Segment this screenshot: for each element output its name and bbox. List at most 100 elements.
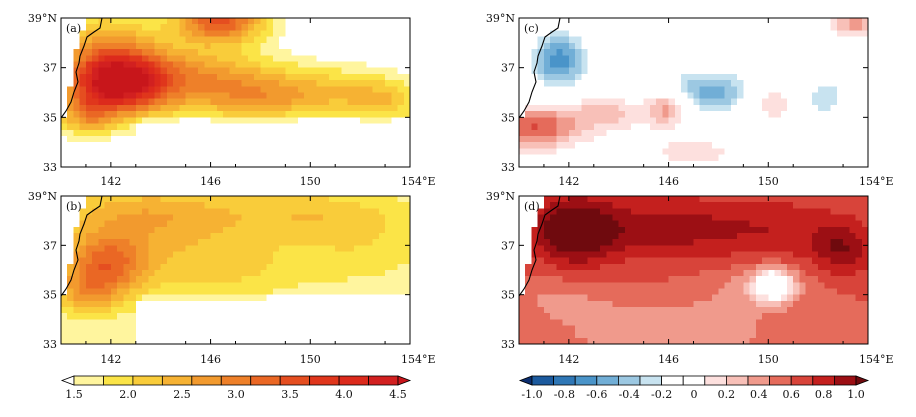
heatmap-cell [799, 288, 807, 296]
heatmap-cell [391, 98, 399, 106]
heatmap-cell [537, 123, 545, 131]
heatmap-cell [191, 288, 199, 296]
heatmap-cell [291, 263, 299, 271]
heatmap-cell [235, 239, 243, 246]
heatmap-cell [649, 282, 657, 290]
heatmap-cell [61, 196, 68, 203]
heatmap-cell [618, 135, 626, 143]
heatmap-cell [85, 288, 93, 296]
heatmap-cell [668, 92, 676, 100]
heatmap-cell [223, 220, 230, 228]
heatmap-cell [266, 251, 274, 259]
heatmap-cell [123, 202, 131, 209]
heatmap-cell [185, 111, 193, 118]
heatmap-cell [543, 160, 551, 167]
heatmap-cell [279, 49, 286, 56]
heatmap-cell [229, 257, 237, 265]
heatmap-cell [198, 92, 205, 100]
heatmap-cell [160, 300, 168, 308]
heatmap-cell [229, 80, 237, 87]
heatmap-cell [98, 30, 106, 38]
heatmap-cell [272, 61, 280, 69]
heatmap-cell [631, 86, 639, 94]
heatmap-cell [593, 104, 601, 112]
heatmap-cell [266, 319, 274, 327]
heatmap-cell [681, 208, 688, 216]
heatmap-cell [637, 67, 645, 75]
heatmap-cell [85, 208, 93, 216]
heatmap-cell [762, 196, 769, 203]
heatmap-cell [575, 148, 582, 156]
heatmap-cell [372, 42, 380, 50]
heatmap-cell [618, 55, 626, 63]
heatmap-cell [223, 313, 230, 320]
heatmap-cell [129, 294, 137, 302]
heatmap-cell [786, 208, 794, 216]
heatmap-cell [353, 257, 361, 265]
heatmap-cell [85, 129, 93, 137]
heatmap-cell [129, 214, 137, 222]
heatmap-cell [166, 319, 174, 327]
heatmap-cell [818, 196, 825, 203]
heatmap-cell [681, 282, 688, 290]
heatmap-cell [254, 49, 262, 56]
heatmap-cell [581, 154, 589, 162]
heatmap-cell [216, 123, 224, 131]
heatmap-cell [681, 67, 688, 75]
heatmap-cell [730, 111, 738, 118]
heatmap-cell [385, 92, 392, 100]
heatmap-cell [372, 24, 380, 32]
heatmap-cell [637, 86, 645, 94]
heatmap-cell [135, 123, 143, 131]
heatmap-cell [304, 300, 311, 308]
heatmap-cell [335, 233, 343, 240]
heatmap-cell [279, 73, 286, 81]
heatmap-cell [129, 135, 137, 143]
heatmap-cell [693, 154, 701, 162]
heatmap-cell [229, 276, 237, 283]
heatmap-cell [198, 18, 205, 25]
heatmap-cell [537, 270, 545, 277]
heatmap-cell [403, 325, 410, 333]
heatmap-cell [687, 123, 695, 131]
heatmap-cell [749, 42, 757, 50]
heatmap-cell [360, 239, 367, 246]
heatmap-cell [179, 282, 187, 290]
heatmap-cell [297, 117, 305, 125]
heatmap-cell [310, 214, 318, 222]
heatmap-cell [322, 18, 330, 25]
heatmap-cell [612, 135, 620, 143]
heatmap-cell [98, 208, 106, 216]
heatmap-cell [135, 18, 143, 25]
heatmap-cell [191, 73, 199, 81]
heatmap-cell [61, 263, 68, 271]
heatmap-cell [285, 276, 293, 283]
heatmap-cell [606, 111, 614, 118]
heatmap-cell [743, 73, 751, 81]
heatmap-cell [786, 111, 794, 118]
heatmap-cell [861, 263, 868, 271]
heatmap-cell [210, 92, 218, 100]
heatmap-cell [637, 30, 645, 38]
heatmap-cell [366, 160, 374, 167]
heatmap-cell [291, 319, 299, 327]
heatmap-cell [786, 104, 794, 112]
heatmap-cell [755, 257, 763, 265]
heatmap-cell [353, 239, 361, 246]
heatmap-cell [780, 257, 788, 265]
heatmap-cell [537, 196, 545, 203]
heatmap-cell [780, 160, 788, 167]
heatmap-cell [266, 282, 274, 290]
heatmap-cell [556, 135, 564, 143]
heatmap-cell [668, 154, 676, 162]
heatmap-cell [328, 196, 336, 203]
heatmap-cell [154, 270, 162, 277]
heatmap-cell [793, 36, 801, 44]
heatmap-cell [755, 220, 763, 228]
heatmap-cell [378, 245, 386, 253]
heatmap-cell [191, 24, 199, 32]
heatmap-cell [656, 80, 663, 87]
heatmap-cell [786, 80, 794, 87]
heatmap-cell [593, 80, 601, 87]
heatmap-cell [537, 135, 545, 143]
